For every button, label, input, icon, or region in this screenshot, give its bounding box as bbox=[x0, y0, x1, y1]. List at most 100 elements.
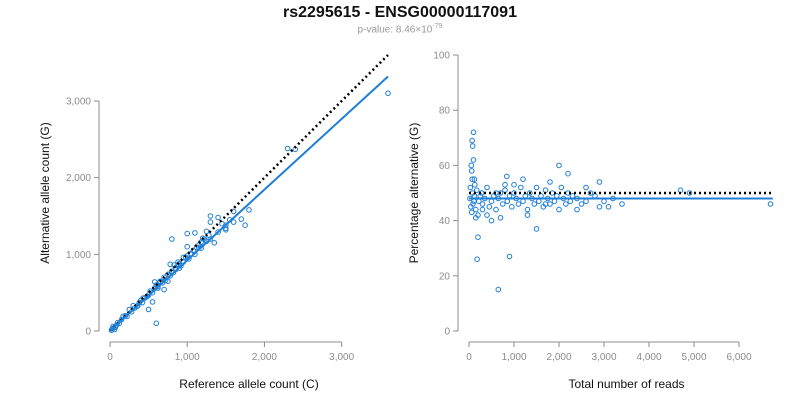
right-data-point bbox=[583, 198, 589, 205]
right-data-point bbox=[469, 143, 476, 149]
right-x-tick-label: 5,000 bbox=[681, 352, 706, 363]
right-data-point bbox=[524, 212, 531, 218]
right-data-point bbox=[469, 137, 475, 144]
right-y-tick-label: 80 bbox=[439, 106, 451, 117]
left-data-point bbox=[144, 293, 150, 300]
right-data-point bbox=[506, 253, 513, 260]
right-points bbox=[467, 129, 774, 293]
right-data-point bbox=[596, 179, 603, 185]
left-x-tick-label: 0 bbox=[107, 352, 113, 363]
right-data-point bbox=[547, 201, 553, 207]
left-data-point bbox=[192, 230, 198, 236]
left-points bbox=[108, 90, 391, 334]
right-data-point bbox=[686, 190, 693, 196]
right-data-point bbox=[470, 157, 477, 163]
right-data-point bbox=[469, 176, 475, 182]
right-data-point bbox=[578, 201, 585, 207]
right-x-tick-label: 2,000 bbox=[546, 352, 571, 363]
right-data-point bbox=[493, 190, 499, 196]
right-data-point bbox=[536, 198, 542, 205]
left-x-tick-label: 1,000 bbox=[175, 352, 200, 363]
left-x-tick-label: 3,000 bbox=[329, 352, 354, 363]
right-data-point bbox=[470, 201, 476, 207]
right-data-point bbox=[488, 217, 495, 224]
left-reference-line bbox=[109, 54, 389, 332]
right-x-tick-label: 4,000 bbox=[636, 352, 661, 363]
pvalue-exponent: -79 bbox=[432, 23, 443, 30]
right-y-tick-label: 60 bbox=[439, 161, 451, 172]
right-data-point bbox=[468, 209, 475, 216]
right-data-point bbox=[574, 206, 580, 213]
left-data-point bbox=[161, 274, 167, 281]
right-x-tick-label: 0 bbox=[466, 352, 472, 363]
right-data-point bbox=[471, 176, 478, 182]
right-x-tick-label: 1,000 bbox=[501, 352, 526, 363]
right-data-point bbox=[556, 206, 562, 213]
right-data-point bbox=[479, 206, 486, 213]
left-data-point bbox=[186, 256, 192, 262]
right-x-axis-title: Total number of reads bbox=[568, 377, 684, 391]
chart-title: rs2295615 - ENSG00000117091 bbox=[283, 4, 517, 21]
right-data-point bbox=[547, 179, 553, 185]
pvalue-text: p-value: 8.46×10 bbox=[357, 24, 433, 36]
right-data-point bbox=[473, 215, 479, 221]
right-data-point bbox=[479, 201, 486, 207]
right-data-point bbox=[542, 201, 549, 207]
right-data-point bbox=[484, 212, 490, 218]
left-y-tick-label: 2,000 bbox=[66, 173, 91, 184]
right-y-tick-label: 0 bbox=[444, 327, 450, 338]
right-data-point bbox=[511, 190, 517, 196]
right-data-point bbox=[500, 201, 506, 207]
left-x-axis-title: Reference allele count (C) bbox=[179, 377, 318, 391]
right-data-point bbox=[511, 181, 517, 188]
left-data-point bbox=[230, 219, 237, 225]
right-data-point bbox=[605, 204, 612, 210]
left-data-point bbox=[223, 222, 229, 228]
left-data-point bbox=[161, 286, 167, 293]
right-data-point bbox=[520, 198, 526, 205]
right-data-point bbox=[524, 206, 531, 213]
right-y-tick-label: 100 bbox=[433, 51, 450, 62]
right-data-point bbox=[558, 184, 565, 191]
right-data-point bbox=[468, 168, 475, 174]
right-data-point bbox=[502, 181, 508, 188]
left-data-point bbox=[182, 254, 189, 261]
left-data-point bbox=[242, 222, 248, 228]
right-y-tick-label: 40 bbox=[439, 216, 451, 227]
right-data-point bbox=[515, 201, 522, 207]
right-data-point bbox=[527, 190, 533, 196]
left-data-point bbox=[215, 229, 221, 235]
right-data-point bbox=[565, 170, 571, 177]
right-data-point bbox=[488, 198, 495, 205]
right-data-point bbox=[601, 198, 607, 205]
left-data-point bbox=[184, 230, 190, 237]
left-data-point bbox=[167, 273, 173, 279]
left-data-point bbox=[207, 219, 214, 225]
right-data-point bbox=[470, 129, 477, 136]
right-data-point bbox=[587, 190, 594, 196]
right-data-point bbox=[486, 204, 493, 210]
left-data-point bbox=[215, 214, 221, 221]
left-data-point bbox=[207, 213, 214, 219]
left-y-axis-title: Alternative allele count (G) bbox=[38, 122, 52, 263]
right-y-axis-title: Percentage alternative (G) bbox=[407, 123, 421, 264]
left-data-point bbox=[385, 90, 391, 97]
left-fit-line bbox=[109, 75, 389, 332]
left-data-point bbox=[238, 216, 245, 222]
right-data-point bbox=[520, 176, 526, 182]
left-data-point bbox=[134, 303, 140, 310]
right-data-point bbox=[468, 162, 475, 169]
right-data-point bbox=[495, 286, 502, 293]
right-data-point bbox=[583, 184, 589, 191]
right-data-point bbox=[596, 204, 603, 210]
right-data-point bbox=[563, 201, 569, 207]
right-data-point bbox=[497, 215, 504, 221]
left-data-point bbox=[246, 207, 252, 213]
left-data-point bbox=[211, 240, 218, 246]
right-data-point bbox=[473, 187, 480, 193]
left-y-tick-label: 1,000 bbox=[66, 250, 91, 261]
left-x-tick-label: 2,000 bbox=[252, 352, 277, 363]
percentage-alternative-scatter-plot: 0 1,000 2,000 3,000 4,000 5,000 6,000 0 20 40 60 80… bbox=[407, 51, 774, 391]
left-data-point bbox=[184, 243, 190, 250]
